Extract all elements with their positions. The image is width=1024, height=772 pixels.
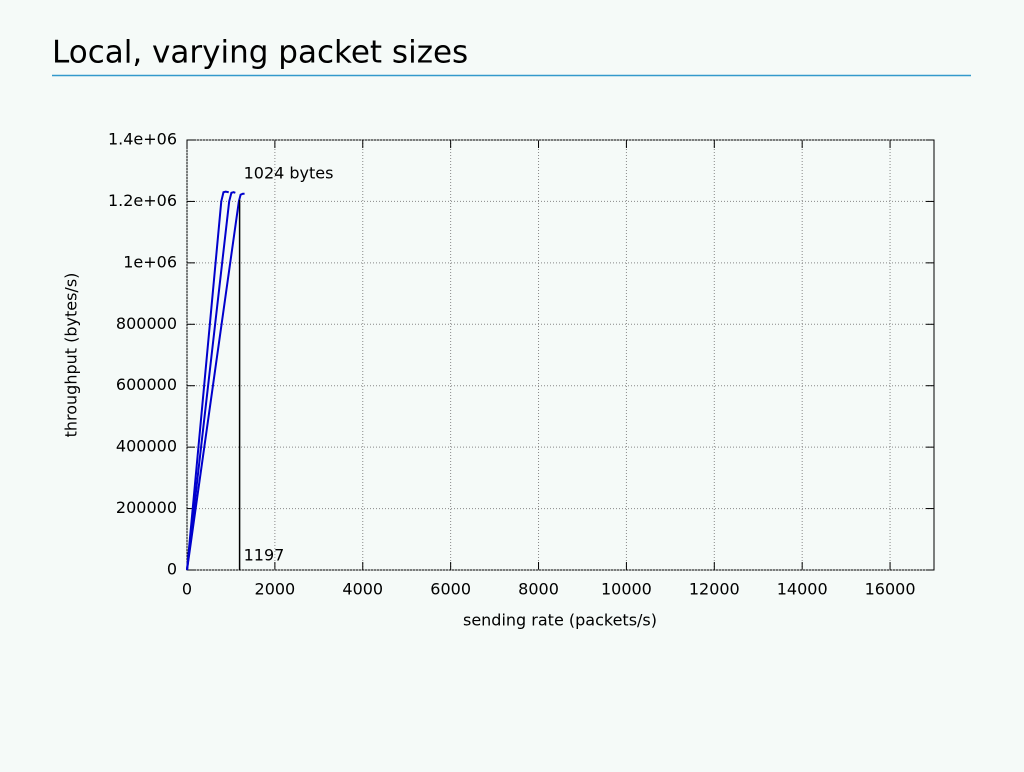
- slide-title: Local, varying packet sizes: [52, 35, 468, 71]
- y-tick-label: 1.2e+06: [108, 191, 177, 210]
- x-tick-label: 12000: [689, 580, 740, 599]
- y-tick-label: 200000: [116, 498, 177, 517]
- marker-label: 1197: [244, 546, 285, 565]
- y-tick-label: 1.4e+06: [108, 130, 177, 149]
- x-tick-label: 6000: [430, 580, 471, 599]
- y-tick-label: 0: [167, 560, 177, 579]
- x-tick-label: 2000: [255, 580, 296, 599]
- y-tick-label: 600000: [116, 375, 177, 394]
- x-tick-label: 16000: [865, 580, 916, 599]
- x-axis-label: sending rate (packets/s): [463, 611, 657, 630]
- x-tick-label: 14000: [777, 580, 828, 599]
- x-tick-label: 10000: [601, 580, 652, 599]
- y-axis-label: throughput (bytes/s): [62, 273, 81, 438]
- x-tick-label: 8000: [518, 580, 559, 599]
- series-line: [186, 192, 245, 571]
- series-line: [186, 191, 236, 571]
- plot-frame: [186, 139, 935, 571]
- x-tick-label: 0: [182, 580, 192, 599]
- x-tick-label: 4000: [342, 580, 383, 599]
- y-tick-label: 800000: [116, 314, 177, 333]
- series-line: [186, 190, 229, 571]
- y-tick-label: 1e+06: [123, 252, 177, 271]
- annotation: 1024 bytes: [244, 163, 334, 182]
- y-tick-label: 400000: [116, 437, 177, 456]
